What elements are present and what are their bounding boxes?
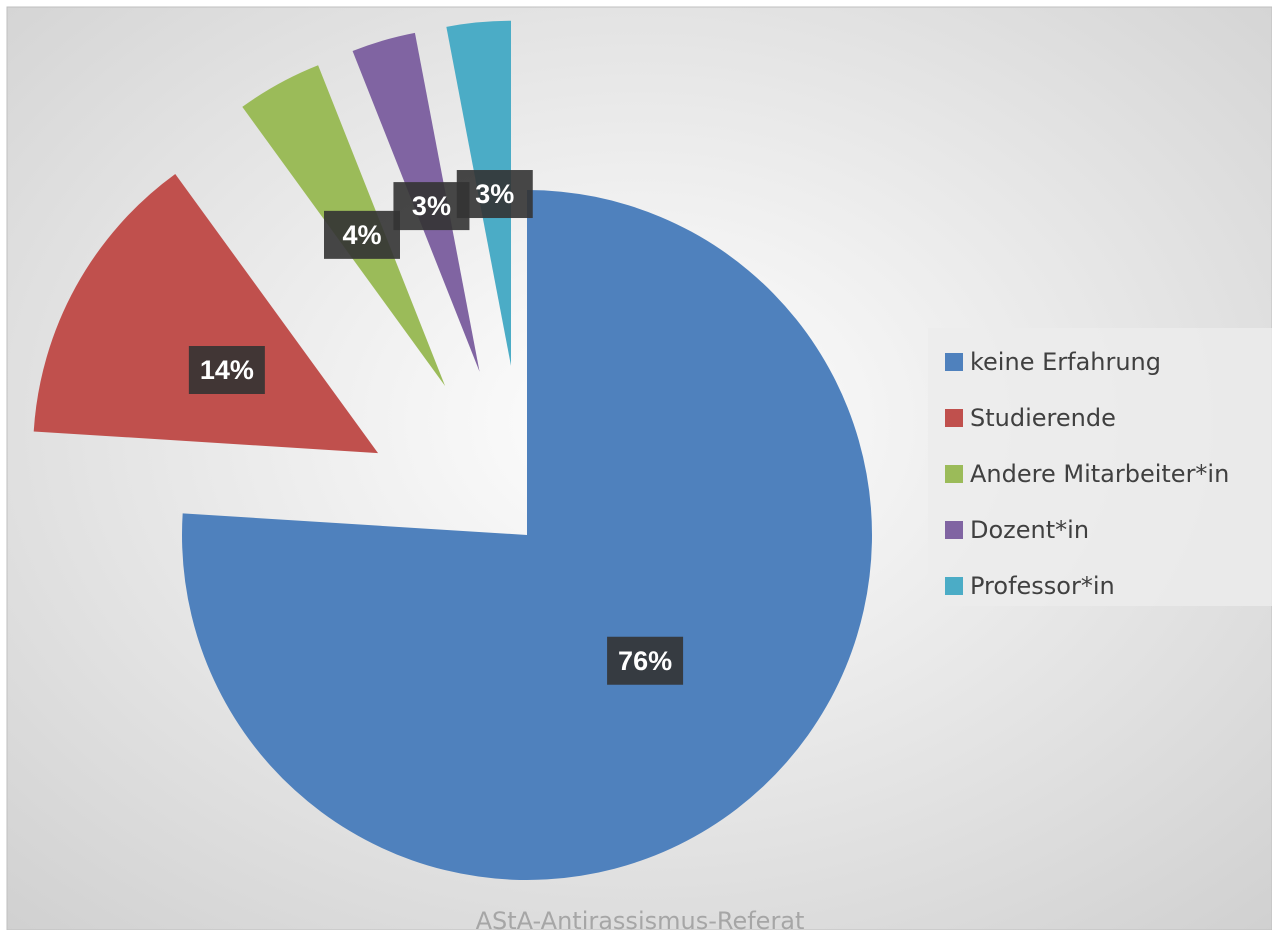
legend-label: Dozent*in bbox=[970, 516, 1089, 544]
legend-swatch bbox=[945, 353, 963, 371]
data-label: 76% bbox=[618, 646, 672, 676]
legend-swatch bbox=[945, 409, 963, 427]
data-label: 14% bbox=[200, 355, 254, 385]
data-label-box bbox=[607, 636, 684, 685]
footer: AStA-Antirassismus-Referat bbox=[476, 907, 805, 930]
legend-swatch bbox=[945, 521, 963, 539]
legend-label: keine Erfahrung bbox=[970, 348, 1161, 376]
legend-swatch bbox=[945, 577, 963, 595]
legend-box bbox=[928, 328, 1272, 606]
legend-label: Andere Mitarbeiter*in bbox=[970, 460, 1229, 488]
data-label-box bbox=[188, 345, 265, 394]
data-label-box bbox=[456, 170, 533, 219]
pie-slice bbox=[182, 190, 873, 881]
legend-label: Studierende bbox=[970, 404, 1116, 432]
data-label: 3% bbox=[412, 191, 451, 221]
pie-slice bbox=[33, 173, 379, 454]
data-label: 4% bbox=[342, 220, 381, 250]
legend-label: Professor*in bbox=[970, 572, 1115, 600]
legend-swatch bbox=[945, 465, 963, 483]
data-label: 3% bbox=[475, 179, 514, 209]
data-label-box bbox=[323, 210, 400, 259]
